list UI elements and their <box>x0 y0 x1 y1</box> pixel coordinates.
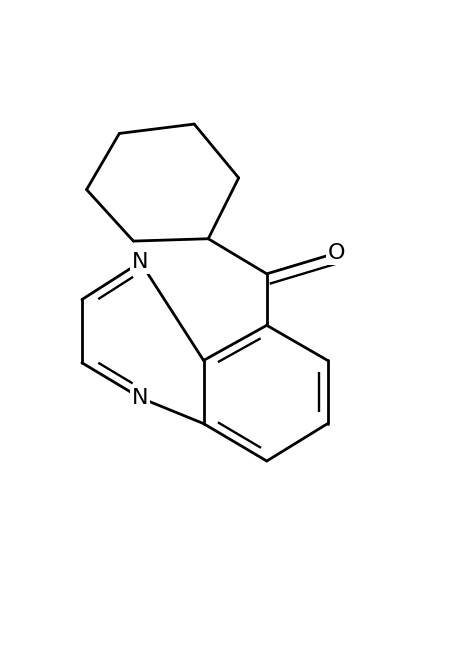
Text: N: N <box>132 388 149 408</box>
Text: O: O <box>328 243 346 263</box>
Text: N: N <box>132 252 149 272</box>
